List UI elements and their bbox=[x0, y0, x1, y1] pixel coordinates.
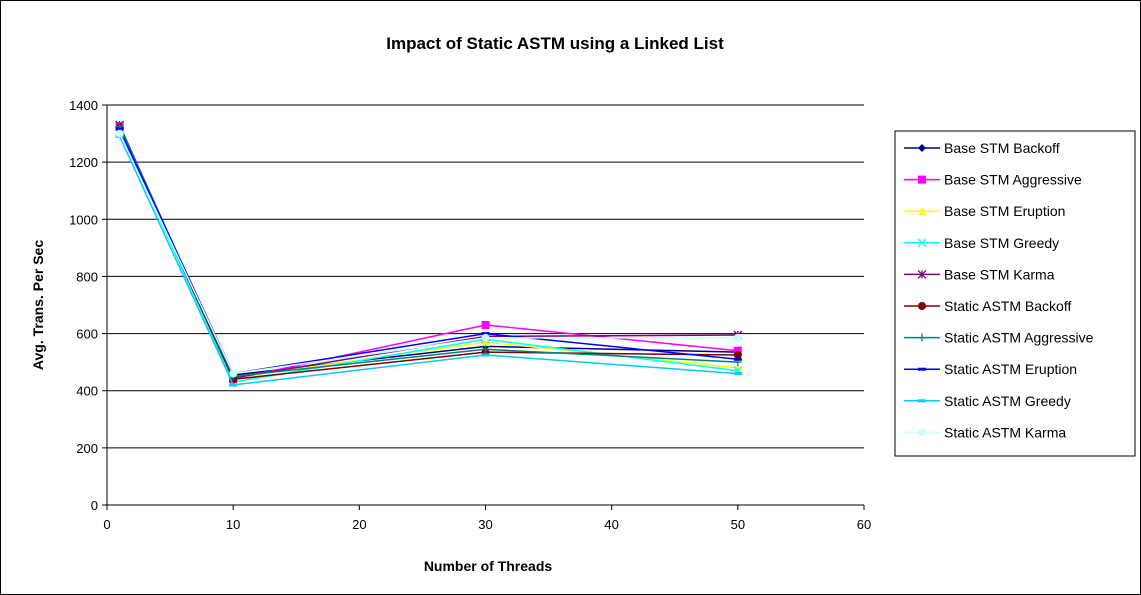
data-point bbox=[733, 372, 742, 376]
legend-swatch-marker bbox=[918, 144, 926, 152]
legend-label: Static ASTM Karma bbox=[944, 424, 1066, 440]
legend-item: Base STM Eruption bbox=[904, 203, 1065, 219]
legend-swatch-marker bbox=[917, 269, 927, 279]
legend-item: Base STM Karma bbox=[904, 266, 1055, 282]
legend-item: Base STM Aggressive bbox=[904, 172, 1082, 188]
data-point bbox=[733, 351, 742, 359]
series-line bbox=[118, 136, 738, 386]
legend-label: Base STM Eruption bbox=[944, 203, 1065, 219]
x-tick-label: 50 bbox=[731, 517, 745, 532]
x-tick-label: 10 bbox=[226, 517, 240, 532]
legend-item: Base STM Backoff bbox=[904, 140, 1060, 156]
y-tick-label: 400 bbox=[76, 384, 98, 399]
legend-swatch-marker bbox=[918, 399, 926, 403]
y-tick-label: 1000 bbox=[69, 212, 98, 227]
y-tick-label: 200 bbox=[76, 441, 98, 456]
data-point bbox=[481, 345, 490, 354]
legend-label: Static ASTM Eruption bbox=[944, 361, 1077, 377]
x-tick-label: 30 bbox=[478, 517, 492, 532]
y-tick-label: 1400 bbox=[69, 98, 98, 113]
legend-item: Static ASTM Eruption bbox=[904, 361, 1077, 377]
legend-swatch-marker bbox=[918, 367, 926, 371]
x-tick-label: 40 bbox=[604, 517, 618, 532]
data-point bbox=[481, 332, 490, 336]
data-point bbox=[115, 127, 124, 131]
data-point bbox=[733, 346, 742, 355]
legend-item: Static ASTM Backoff bbox=[904, 298, 1071, 314]
legend-label: Base STM Aggressive bbox=[944, 172, 1082, 188]
data-point bbox=[229, 383, 238, 387]
data-point bbox=[481, 321, 490, 329]
legend-label: Static ASTM Greedy bbox=[944, 393, 1071, 409]
legend-swatch-marker bbox=[918, 175, 926, 184]
plot-layer: 0 200 400 600 800 1000 1200 1400 0 10 20 30 40 50 60 bbox=[69, 98, 871, 532]
plot-area bbox=[107, 105, 864, 505]
legend-label: Static ASTM Backoff bbox=[944, 298, 1071, 314]
y-tick-label: 800 bbox=[76, 269, 98, 284]
y-tick-label: 0 bbox=[91, 498, 98, 513]
legend-swatch-marker bbox=[918, 302, 926, 310]
data-point bbox=[481, 333, 490, 342]
data-point bbox=[115, 129, 124, 138]
y-tick-label: 600 bbox=[76, 327, 98, 342]
x-axis-title: Number of Threads bbox=[424, 558, 553, 574]
data-point bbox=[481, 353, 490, 357]
legend-item: Static ASTM Greedy bbox=[904, 393, 1071, 409]
x-tick-label: 20 bbox=[352, 517, 366, 532]
legend-item: Static ASTM Aggressive bbox=[904, 330, 1094, 346]
data-point bbox=[733, 357, 742, 361]
y-tick-label: 1200 bbox=[69, 155, 98, 170]
legend-swatch-marker bbox=[917, 238, 927, 248]
legend-label: Static ASTM Aggressive bbox=[944, 330, 1094, 346]
x-tick-label: 60 bbox=[857, 517, 871, 532]
chart-title: Impact of Static ASTM using a Linked Lis… bbox=[386, 34, 724, 53]
series-line bbox=[118, 128, 738, 375]
legend-box bbox=[894, 130, 1136, 457]
legend-item: Static ASTM Karma bbox=[904, 424, 1066, 440]
legend-label: Base STM Backoff bbox=[944, 140, 1060, 156]
series-9 bbox=[115, 129, 742, 378]
data-point bbox=[229, 369, 238, 378]
series-line bbox=[118, 133, 738, 375]
data-point bbox=[481, 338, 490, 347]
legend-item: Base STM Greedy bbox=[904, 235, 1059, 251]
y-axis-title: Avg. Trans. Per Sec bbox=[30, 240, 46, 370]
x-tick-label: 0 bbox=[103, 517, 110, 532]
legend: Base STM Backoff Base STM Aggressive Base … bbox=[904, 140, 1094, 440]
legend-label: Base STM Greedy bbox=[944, 235, 1059, 251]
legend-swatch-marker bbox=[918, 428, 926, 437]
data-point bbox=[733, 333, 742, 342]
legend-swatch-marker bbox=[918, 333, 926, 342]
legend-swatch-marker bbox=[918, 207, 926, 216]
legend-label: Base STM Karma bbox=[944, 266, 1055, 282]
